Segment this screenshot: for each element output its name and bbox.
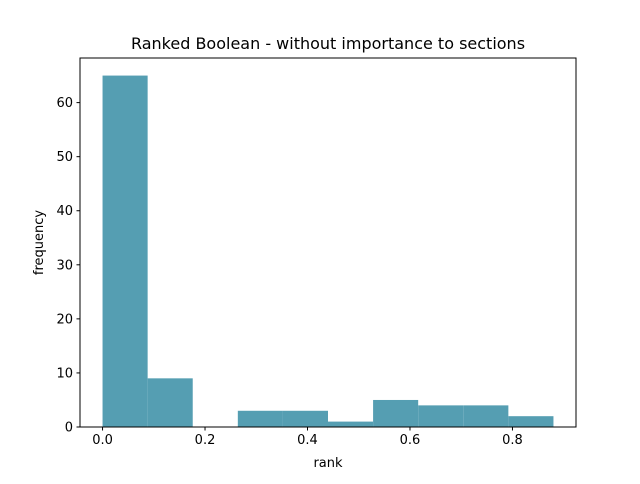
- y-tick-label: 20: [56, 312, 73, 327]
- x-axis: 0.0 0.2 0.4 0.6 0.8: [92, 427, 523, 448]
- plot-frame: [79, 57, 577, 428]
- x-tick-label: 0.2: [195, 433, 216, 448]
- histogram-bar: [102, 75, 148, 428]
- histogram-bars: [102, 75, 554, 428]
- x-tick-label: 0.8: [502, 433, 523, 448]
- y-tick-label: 60: [56, 96, 73, 111]
- chart-title: Ranked Boolean - without importance to s…: [131, 34, 525, 53]
- y-tick-label: 30: [56, 258, 73, 273]
- y-tick-label: 0: [65, 421, 73, 436]
- x-tick-label: 0.0: [92, 433, 113, 448]
- histogram-bar: [418, 405, 464, 427]
- histogram-bar: [328, 421, 374, 427]
- histogram-bar: [373, 399, 419, 427]
- x-tick-label: 0.6: [400, 433, 421, 448]
- histogram-bar: [282, 410, 328, 427]
- y-tick-label: 50: [56, 150, 73, 165]
- y-axis-label: frequency: [32, 210, 47, 276]
- histogram-bar: [147, 378, 193, 427]
- x-axis-label: rank: [313, 456, 343, 471]
- histogram-bar: [237, 410, 283, 427]
- histogram-bar: [508, 416, 554, 427]
- y-tick-label: 10: [56, 366, 73, 381]
- x-tick-label: 0.4: [297, 433, 318, 448]
- y-tick-label: 40: [56, 204, 73, 219]
- histogram-bar: [463, 405, 509, 427]
- y-axis: 0 10 20 30 40 50 60: [56, 96, 80, 436]
